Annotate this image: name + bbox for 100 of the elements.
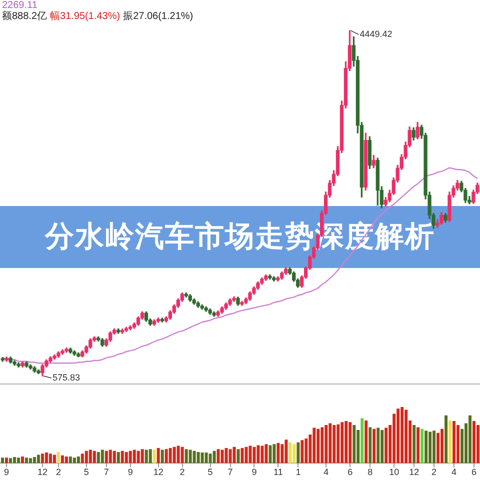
bar (432, 430, 436, 464)
bar (360, 418, 364, 464)
bar (48, 454, 52, 464)
bar (192, 450, 196, 464)
bar (420, 428, 424, 464)
bar (320, 427, 324, 464)
bar (328, 423, 332, 464)
x-tick-label: 2 (56, 467, 61, 478)
bar (24, 458, 28, 464)
bar (140, 449, 144, 464)
bar (56, 452, 60, 464)
text: 振27.06(1.21%) (123, 11, 194, 22)
bar (380, 430, 384, 464)
bar (296, 442, 300, 464)
bar (16, 458, 20, 464)
x-tick-label: 9 (252, 467, 257, 478)
bar (228, 449, 232, 464)
bar (52, 454, 56, 464)
bar (236, 449, 240, 464)
bar (196, 452, 200, 464)
text: 幅31.95(1.43%) (50, 11, 120, 22)
bar (440, 428, 444, 464)
x-tick-label: 9 (4, 467, 9, 478)
bar (456, 424, 460, 464)
bar (108, 450, 112, 464)
bar (200, 452, 204, 464)
bar (132, 450, 136, 464)
bar (372, 428, 376, 464)
bar (28, 458, 32, 464)
bar (476, 424, 480, 464)
bar (344, 421, 348, 464)
bar (172, 446, 176, 464)
bar (1, 458, 4, 464)
bar (264, 444, 268, 464)
bar (248, 446, 252, 464)
bar (100, 450, 104, 464)
bar (224, 448, 228, 464)
bar (436, 432, 440, 464)
bar (80, 454, 84, 464)
bar (88, 450, 92, 464)
bar (364, 420, 368, 464)
bar (428, 432, 432, 464)
bar (472, 421, 476, 464)
bar (128, 450, 132, 464)
bar (184, 449, 188, 464)
bar (72, 458, 76, 464)
bar (208, 454, 212, 464)
bar (220, 450, 224, 464)
bar (292, 444, 296, 464)
bar (152, 450, 156, 464)
bar (444, 415, 448, 464)
bar (332, 424, 336, 464)
x-tick-label: 2 (180, 467, 185, 478)
bar (288, 442, 292, 464)
bar (368, 427, 372, 464)
bar (448, 420, 452, 464)
bar (376, 428, 380, 464)
bar (352, 424, 356, 464)
bar (232, 446, 236, 464)
bar (96, 452, 100, 464)
bar (4, 458, 8, 464)
annotation: 575.83 (52, 372, 80, 382)
bar (240, 448, 244, 464)
x-tick-label: 1 (296, 467, 301, 478)
bar (36, 454, 40, 464)
bar (452, 421, 456, 464)
x-tick-label: 7 (228, 467, 233, 478)
bar (188, 450, 192, 464)
bar (148, 449, 152, 464)
bar (300, 440, 304, 464)
bar (416, 427, 420, 464)
x-tick-label: 12 (409, 467, 420, 478)
bar (396, 408, 400, 464)
bar (156, 448, 160, 464)
bar (260, 446, 264, 464)
x-tick-label: 7 (104, 467, 109, 478)
bar (312, 428, 316, 464)
bar (304, 438, 308, 464)
bar (276, 442, 280, 464)
x-tick-label: 12 (37, 467, 48, 478)
bar (424, 430, 428, 464)
bar (164, 449, 168, 464)
bar (316, 428, 320, 464)
bar (336, 424, 340, 464)
bar (116, 452, 120, 464)
bar (8, 458, 12, 464)
bar (104, 450, 108, 464)
bar (348, 422, 352, 464)
bar (256, 445, 260, 464)
bar (64, 456, 68, 464)
bar (244, 446, 248, 464)
bar (160, 450, 164, 464)
bar (136, 450, 140, 464)
bar (40, 454, 44, 464)
bar (120, 450, 124, 464)
bar (112, 450, 116, 464)
bar (44, 452, 48, 464)
bar (384, 428, 388, 464)
bar (400, 407, 404, 464)
bar (252, 446, 256, 464)
